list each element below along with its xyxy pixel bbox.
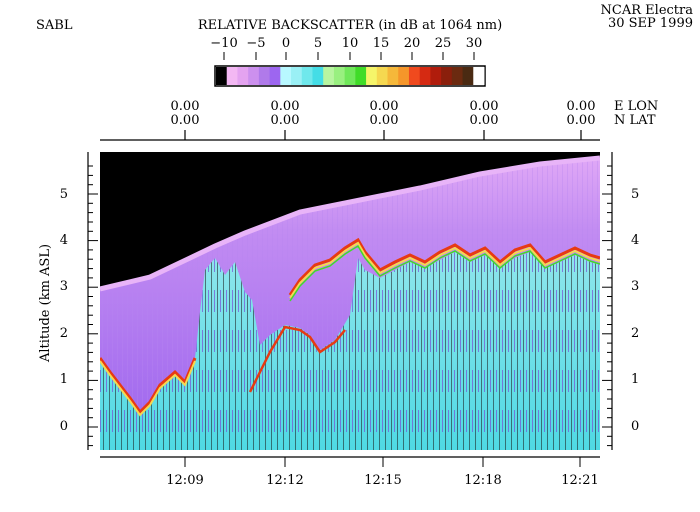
lon-tick: 0.00 [566, 99, 596, 114]
colorbar [214, 52, 486, 87]
colorbar-tick: 30 [465, 36, 483, 51]
colorbar-swatch [398, 67, 410, 85]
lon-tick: 0.00 [170, 99, 200, 114]
colorbar-swatch [344, 67, 356, 85]
colorbar-swatch [366, 67, 378, 85]
y-tick-right: 5 [631, 187, 640, 202]
y-tick-left: 0 [59, 419, 68, 434]
colorbar-swatch [355, 67, 367, 85]
colorbar-swatch [376, 67, 389, 85]
colorbar-tickmarks [223, 52, 475, 60]
colorbar-tick: 10 [341, 36, 359, 51]
colorbar-tick: 5 [313, 36, 323, 51]
colorbar-swatch [258, 67, 271, 85]
cloud-top-edge [288, 237, 600, 296]
colorbar-swatch [387, 67, 399, 85]
x-tick: 12:15 [364, 473, 402, 488]
cloud-top-edge [100, 360, 196, 417]
y-tick-left: 4 [59, 233, 68, 248]
colorbar-swatch [473, 67, 485, 85]
altitude-axes [87, 152, 613, 458]
colorbar-swatch [291, 67, 303, 85]
colorbar-tick: 20 [403, 36, 421, 51]
colorbar-swatch [280, 67, 292, 85]
cloud-top-edge [100, 357, 197, 415]
colorbar-tick: 15 [372, 36, 390, 51]
colorbar-swatch [269, 67, 281, 85]
y-tick-left: 2 [59, 326, 68, 341]
lat-tick: 0.00 [170, 113, 200, 128]
colorbar-swatch [216, 67, 228, 85]
y-tick-right: 3 [631, 279, 640, 294]
colorbar-title: RELATIVE BACKSCATTER (in dB at 1064 nm) [197, 18, 503, 33]
lat-tick: 0.00 [469, 113, 499, 128]
lon-tick: 0.00 [270, 99, 300, 114]
colorbar-tick: 25 [434, 36, 452, 51]
y-tick-right: 1 [631, 372, 640, 387]
lat-tick: 0.00 [566, 113, 596, 128]
cloud-top-edge [289, 241, 600, 299]
dropout-streaks [100, 252, 600, 450]
colorbar-swatch [323, 67, 335, 85]
colorbar-tick: −5 [246, 36, 266, 51]
lon-tick: 0.00 [469, 99, 499, 114]
lidar-curtain [100, 152, 600, 450]
colorbar-swatch [408, 67, 421, 85]
lon-tick: 0.00 [369, 99, 399, 114]
x-tick: 12:12 [266, 473, 304, 488]
x-tick: 12:18 [464, 473, 502, 488]
cloud-top-edge [289, 244, 600, 302]
instrument-label: SABL [36, 18, 73, 33]
colorbar-swatch [226, 67, 238, 85]
colorbar-swatch [248, 67, 260, 85]
colorbar-swatches [216, 67, 485, 85]
cloud-top-edge [248, 325, 346, 393]
x-tick: 12:09 [166, 473, 204, 488]
lat-tick: 0.00 [270, 113, 300, 128]
colorbar-tick: −10 [210, 36, 238, 51]
colorbar-swatch [312, 67, 324, 85]
y-tick-right: 2 [631, 326, 640, 341]
colorbar-swatch [462, 67, 474, 85]
y-tickmarks [88, 165, 612, 447]
y-tick-left: 1 [59, 372, 68, 387]
colorbar-swatch [451, 67, 464, 85]
y-tick-left: 5 [59, 187, 68, 202]
colorbar-swatch [333, 67, 346, 85]
lat-tick: 0.00 [369, 113, 399, 128]
y-tick-right: 0 [631, 419, 640, 434]
x-tickmarks [184, 457, 581, 467]
x-tick: 12:21 [561, 473, 599, 488]
y-tick-left: 3 [59, 279, 68, 294]
colorbar-swatch [441, 67, 453, 85]
colorbar-frame [214, 65, 486, 87]
colorbar-swatch [301, 67, 313, 85]
platform-label: NCAR Electra [600, 3, 693, 18]
colorbar-swatch [430, 67, 442, 85]
lat-axis-label: N LAT [614, 113, 656, 128]
colorbar-swatch [237, 67, 249, 85]
colorbar-swatch [419, 67, 431, 85]
date-label: 30 SEP 1999 [607, 16, 693, 31]
colorbar-tick: 0 [281, 36, 291, 51]
position-axis [100, 130, 600, 141]
near-aircraft-band [100, 155, 600, 292]
lon-axis-label: E LON [614, 99, 659, 114]
y-tick-right: 4 [631, 233, 640, 248]
